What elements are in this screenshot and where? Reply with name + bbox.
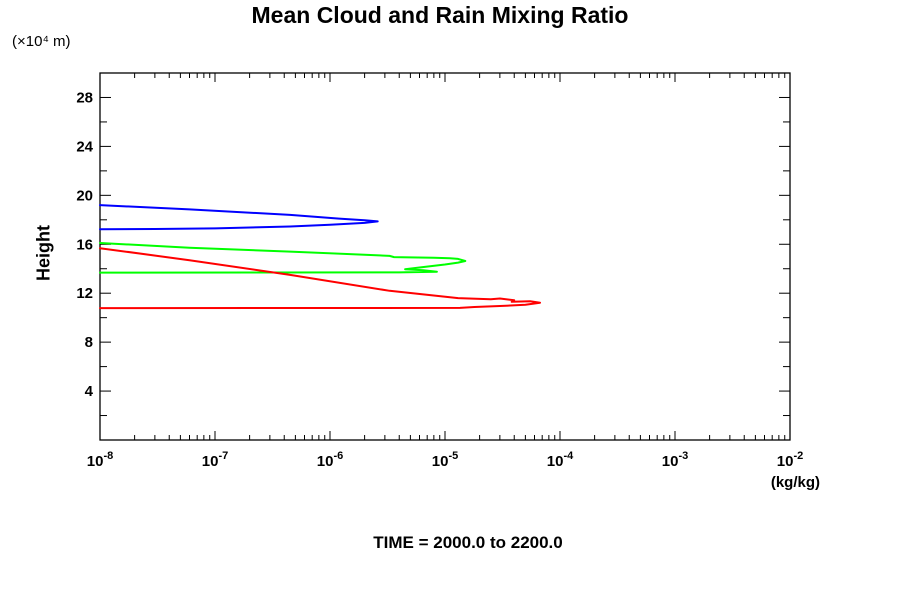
y-axis-unit-label: (×10⁴ m)	[12, 33, 71, 50]
y-tick-label: 24	[76, 138, 93, 155]
curve-red-profile	[99, 247, 541, 310]
plot-frame	[99, 72, 791, 441]
x-tick-label: 10-6	[317, 450, 343, 470]
x-axis-unit-label: (kg/kg)	[770, 474, 820, 491]
y-tick-label: 8	[85, 334, 93, 351]
x-tick-label: 10-2	[777, 450, 803, 470]
chart-title: Mean Cloud and Rain Mixing Ratio	[251, 2, 629, 28]
y-tick-label: 28	[76, 89, 93, 106]
y-tick-label: 12	[76, 285, 93, 302]
time-caption: TIME = 2000.0 to 2200.0	[373, 533, 563, 552]
x-tick-label: 10-7	[202, 450, 228, 470]
curve-green-profile	[99, 242, 467, 274]
y-tick-label: 20	[76, 187, 93, 204]
x-tick-label: 10-3	[662, 450, 688, 470]
x-tick-label: 10-4	[547, 450, 574, 470]
y-tick-label: 4	[85, 383, 94, 400]
x-tick-label: 10-8	[87, 450, 113, 470]
y-tick-label: 16	[76, 236, 93, 253]
curve-blue-profile	[99, 204, 379, 231]
x-tick-label: 10-5	[432, 450, 458, 470]
